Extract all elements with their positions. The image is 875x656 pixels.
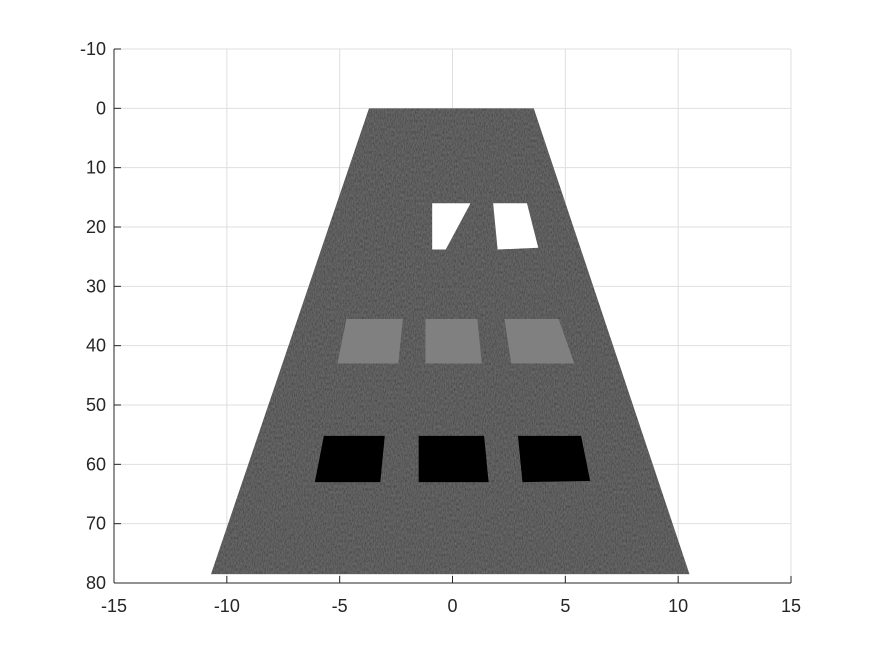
- y-tick-label: 40: [86, 336, 106, 356]
- y-tick-label: 70: [86, 514, 106, 534]
- x-tick-label: 5: [560, 596, 570, 616]
- black-patch: [418, 435, 489, 483]
- gray-patch: [425, 318, 482, 364]
- black-patch: [517, 435, 591, 483]
- y-axis-ticks: -10 0 10 20 30 40 50 60 70 80: [80, 39, 121, 593]
- x-axis-ticks: -15 -10 -5 0 5 10 15: [101, 576, 801, 616]
- white-patch: [432, 203, 471, 250]
- black-patch: [314, 435, 385, 483]
- image-layer: [211, 108, 690, 575]
- x-tick-label: -10: [214, 596, 240, 616]
- y-tick-label: 60: [86, 454, 106, 474]
- y-tick-label: -10: [80, 39, 106, 59]
- y-tick-label: 0: [96, 98, 106, 118]
- gray-patch: [504, 318, 575, 364]
- y-tick-label: 10: [86, 158, 106, 178]
- x-tick-label: 0: [447, 596, 457, 616]
- x-tick-label: 10: [668, 596, 688, 616]
- y-tick-label: 20: [86, 217, 106, 237]
- white-patch: [493, 203, 539, 250]
- x-tick-label: -5: [332, 596, 348, 616]
- gray-patch: [337, 318, 403, 364]
- y-tick-label: 30: [86, 276, 106, 296]
- y-tick-label: 50: [86, 395, 106, 415]
- x-tick-label: -15: [101, 596, 127, 616]
- y-tick-label: 80: [86, 573, 106, 593]
- x-tick-label: 15: [781, 596, 801, 616]
